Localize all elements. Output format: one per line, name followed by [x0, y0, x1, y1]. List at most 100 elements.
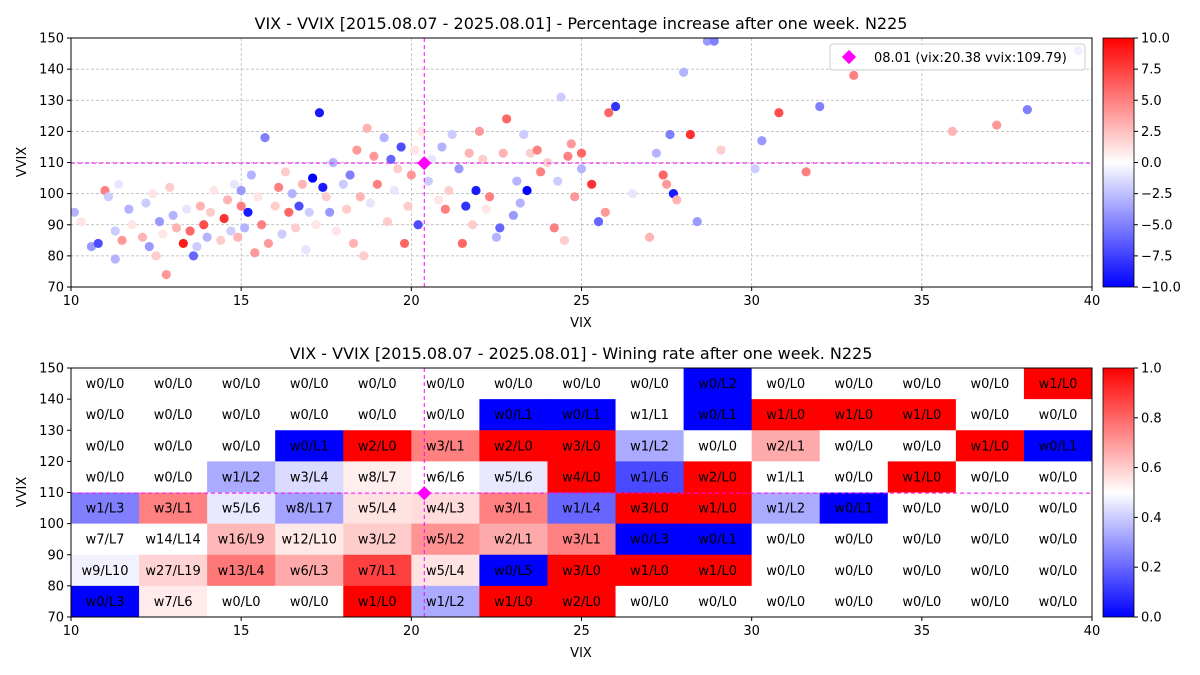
chart1-ytick-label: 70	[47, 281, 64, 296]
chart1-ytick-label: 100	[39, 187, 64, 202]
heatmap-cell-label: w0/L1	[494, 408, 533, 423]
heatmap-cell	[207, 585, 276, 617]
data-point	[716, 145, 726, 155]
chart2-xlabel: VIX	[570, 646, 592, 661]
colorbar1-tick-label: −7.5	[1141, 249, 1173, 264]
heatmap-cell-label: w8/L7	[358, 470, 397, 485]
chart1-ytick-label: 90	[47, 218, 64, 233]
heatmap-cell-label: w0/L0	[902, 439, 941, 454]
colorbar1-tick-label: −2.5	[1141, 187, 1173, 202]
chart2-ytick-label: 110	[39, 486, 64, 501]
heatmap-cell-label: w0/L0	[834, 595, 873, 610]
data-point	[457, 238, 467, 249]
heatmap-cell-label: w5/L4	[426, 564, 465, 579]
heatmap-cell	[139, 585, 208, 617]
heatmap-cell	[955, 492, 1025, 525]
heatmap-cell-label: w1/L2	[766, 502, 805, 517]
heatmap-cell	[819, 368, 889, 400]
heatmap-cell-label: w0/L1	[834, 502, 873, 517]
data-point	[137, 232, 148, 242]
heatmap-cell-label: w0/L0	[834, 439, 873, 454]
heatmap-cell	[887, 430, 957, 462]
heatmap-cell	[547, 399, 617, 431]
data-point	[178, 238, 188, 249]
data-point	[365, 198, 376, 208]
data-point	[114, 179, 124, 189]
heatmap-cell-label: w0/L0	[766, 564, 805, 579]
colorbar2-tick-label: 0.0	[1141, 611, 1162, 626]
colorbar1-tick-label: −10.0	[1141, 281, 1181, 296]
heatmap-cell	[547, 492, 617, 525]
heatmap-cell	[819, 399, 889, 431]
heatmap-cell-label: w2/L0	[358, 439, 397, 454]
colorbar2	[1102, 367, 1135, 618]
heatmap-cell	[955, 461, 1025, 493]
data-point	[171, 223, 182, 233]
heatmap-cell-label: w2/L0	[562, 595, 601, 610]
heatmap-cell	[547, 430, 617, 462]
heatmap-cell-label: w0/L0	[426, 408, 465, 423]
heatmap-cell	[683, 585, 753, 617]
colorbar1-tick-label: 0.0	[1141, 156, 1162, 171]
data-point	[161, 269, 171, 280]
heatmap-cell-label: w1/L2	[426, 595, 465, 610]
data-point	[110, 226, 120, 236]
data-point	[195, 201, 205, 211]
heatmap-cell-label: w0/L1	[698, 408, 737, 423]
heatmap-cell-label: w1/L0	[902, 470, 941, 485]
data-point	[291, 223, 301, 233]
heatmap-cell	[343, 461, 412, 493]
heatmap-cell-label: w8/L17	[286, 502, 333, 517]
heatmap-cell-label: w27/L19	[145, 564, 200, 579]
data-point	[553, 176, 563, 186]
heatmap-cell-label: w0/L0	[902, 595, 941, 610]
heatmap-cell-label: w1/L3	[86, 502, 125, 517]
data-point	[665, 129, 675, 140]
data-point	[672, 195, 682, 205]
heatmap-cell-label: w0/L0	[1039, 408, 1078, 423]
data-point	[352, 145, 362, 155]
heatmap-cell	[275, 523, 344, 556]
data-point	[355, 192, 365, 202]
heatmap-cell-label: w1/L0	[971, 439, 1010, 454]
colorbar1-ticks: 10.0 7.5 5.0 2.5 0.0 −2.5 −5.0 −7.5 −10.0	[1134, 32, 1181, 296]
chart1-xtick-label: 10	[63, 294, 80, 309]
data-point	[182, 204, 192, 214]
heatmap-cell-label: w0/L0	[1039, 533, 1078, 548]
data-point	[410, 145, 420, 155]
heatmap-cell	[71, 492, 140, 525]
heatmap-cell-label: w1/L2	[222, 470, 261, 485]
data-point	[610, 101, 621, 112]
heatmap-cell-label: w0/L0	[358, 408, 397, 423]
colorbar2-tick-label: 0.8	[1141, 411, 1162, 426]
heatmap-cell-label: w0/L2	[698, 377, 737, 392]
chart2-ylabel: VVIX	[15, 477, 30, 508]
data-point	[386, 154, 396, 164]
colorbar1-tick-label: 2.5	[1141, 125, 1162, 140]
heatmap-cell	[887, 554, 957, 587]
data-point	[444, 185, 454, 196]
heatmap-cell-label: w0/L0	[766, 533, 805, 548]
data-point	[260, 133, 270, 143]
chart2-marker-diamond-marker	[417, 486, 432, 501]
data-point	[485, 192, 495, 202]
chart1-xlabel: VIX	[570, 316, 592, 331]
data-point	[491, 232, 502, 242]
data-point	[692, 217, 702, 227]
heatmap-cell-label: w0/L0	[86, 439, 125, 454]
data-point	[576, 148, 587, 158]
data-point	[284, 207, 294, 217]
heatmap-cell-label: w3/L0	[562, 439, 601, 454]
heatmap-cell-label: w0/L3	[86, 595, 125, 610]
data-point	[508, 210, 519, 221]
heatmap-cell	[615, 523, 685, 556]
heatmap-cell	[1023, 368, 1092, 400]
data-point	[566, 139, 576, 149]
chart1-xtick-label: 30	[743, 294, 760, 309]
heatmap-cell-label: w0/L0	[154, 470, 193, 485]
heatmap-cell	[955, 585, 1025, 617]
data-point	[433, 195, 444, 205]
heatmap-cell-label: w0/L0	[494, 377, 533, 392]
heatmap-cell-label: w0/L1	[562, 408, 601, 423]
